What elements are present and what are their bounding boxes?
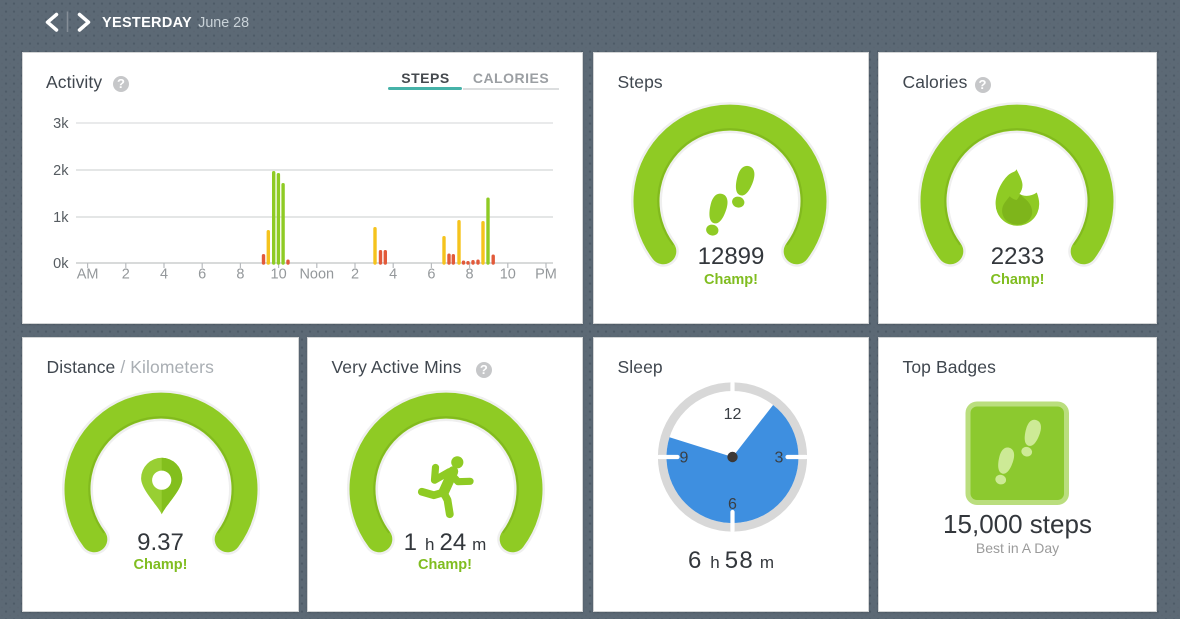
svg-text:3k: 3k (53, 116, 69, 132)
svg-text:6: 6 (427, 267, 435, 283)
svg-text:10: 10 (271, 267, 287, 283)
svg-text:1k: 1k (53, 210, 69, 226)
svg-text:4: 4 (160, 267, 168, 283)
svg-text:4: 4 (389, 267, 397, 283)
svg-text:6: 6 (728, 496, 737, 513)
svg-text:2k: 2k (53, 163, 69, 179)
svg-text:8: 8 (236, 267, 244, 283)
svg-text:12: 12 (724, 406, 742, 423)
svg-text:2: 2 (122, 267, 130, 283)
svg-text:6: 6 (198, 267, 206, 283)
svg-text:8: 8 (466, 267, 474, 283)
svg-text:3: 3 (775, 450, 784, 467)
svg-text:AM: AM (77, 267, 99, 283)
svg-text:PM: PM (535, 267, 557, 283)
svg-text:10: 10 (500, 267, 516, 283)
svg-text:2: 2 (351, 267, 359, 283)
svg-text:0k: 0k (53, 256, 69, 272)
svg-text:Noon: Noon (299, 267, 334, 283)
svg-text:9: 9 (680, 450, 689, 467)
